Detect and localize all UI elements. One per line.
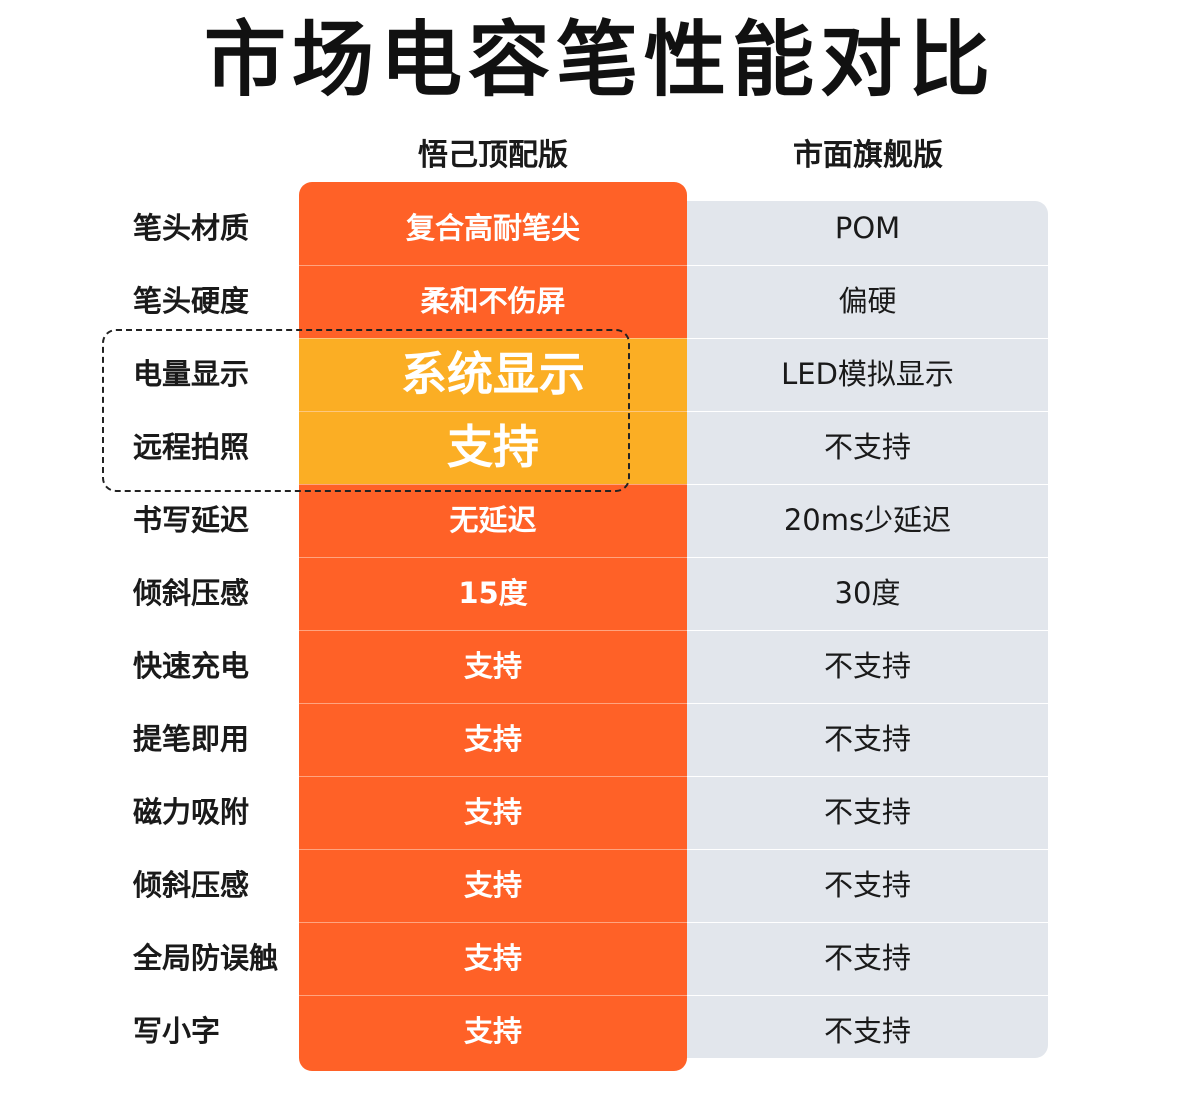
cell-ours-value: 复合高耐笔尖 bbox=[405, 211, 580, 245]
row-label: 倾斜压感 bbox=[133, 576, 250, 610]
cell-market-value: 不支持 bbox=[823, 430, 911, 464]
row-label: 快速充电 bbox=[133, 649, 250, 683]
cell-market-value: LED模拟显示 bbox=[781, 357, 954, 391]
table-row: 快速充电 支持 不支持 bbox=[0, 630, 1200, 703]
row-label: 写小字 bbox=[133, 1014, 221, 1048]
row-divider bbox=[299, 776, 687, 777]
row-divider bbox=[687, 411, 1048, 412]
row-divider bbox=[687, 338, 1048, 339]
row-divider bbox=[687, 922, 1048, 923]
cell-ours-value: 系统显示 bbox=[299, 338, 687, 411]
row-label: 笔头硬度 bbox=[133, 284, 250, 318]
row-divider bbox=[687, 557, 1048, 558]
row-label: 全局防误触 bbox=[133, 941, 279, 975]
cell-market-value: 不支持 bbox=[823, 1014, 911, 1048]
cell-market-value: POM bbox=[834, 211, 901, 245]
cell-ours-value: 支持 bbox=[463, 1014, 522, 1048]
table-row: 写小字 支持 不支持 bbox=[0, 995, 1200, 1068]
row-label: 书写延迟 bbox=[133, 503, 250, 537]
cell-market-value: 偏硬 bbox=[838, 284, 897, 318]
cell-ours-value: 支持 bbox=[463, 868, 522, 902]
table-row: 提笔即用 支持 不支持 bbox=[0, 703, 1200, 776]
row-divider bbox=[299, 411, 687, 412]
row-divider bbox=[299, 265, 687, 266]
cell-ours-value: 支持 bbox=[463, 722, 522, 756]
cell-ours-value: 支持 bbox=[463, 795, 522, 829]
cell-market-value: 20ms少延迟 bbox=[783, 503, 952, 537]
cell-ours-value: 支持 bbox=[463, 649, 522, 683]
table-row: 倾斜压感 15度 30度 bbox=[0, 557, 1200, 630]
row-divider bbox=[687, 265, 1048, 266]
row-divider bbox=[299, 630, 687, 631]
table-row: 电量显示 系统显示 LED模拟显示 bbox=[0, 338, 1200, 411]
table-row: 远程拍照 支持 不支持 bbox=[0, 411, 1200, 484]
table-row: 笔头材质 复合高耐笔尖 POM bbox=[0, 192, 1200, 265]
row-divider bbox=[299, 703, 687, 704]
row-divider bbox=[687, 776, 1048, 777]
cell-market-value: 不支持 bbox=[823, 868, 911, 902]
row-label: 磁力吸附 bbox=[133, 795, 250, 829]
cell-ours-value: 柔和不伤屏 bbox=[420, 284, 566, 318]
table-row: 磁力吸附 支持 不支持 bbox=[0, 776, 1200, 849]
table-row: 书写延迟 无延迟 20ms少延迟 bbox=[0, 484, 1200, 557]
table-row: 倾斜压感 支持 不支持 bbox=[0, 849, 1200, 922]
row-label: 电量显示 bbox=[133, 357, 250, 391]
cell-ours-value: 支持 bbox=[463, 941, 522, 975]
market-column-panel bbox=[687, 201, 1048, 1058]
row-divider bbox=[687, 484, 1048, 485]
table-row: 全局防误触 支持 不支持 bbox=[0, 922, 1200, 995]
row-divider bbox=[299, 338, 687, 339]
row-divider bbox=[299, 557, 687, 558]
row-label: 倾斜压感 bbox=[133, 868, 250, 902]
cell-market-value: 不支持 bbox=[823, 649, 911, 683]
row-divider bbox=[299, 484, 687, 485]
column-header-market: 市面旗舰版 bbox=[793, 138, 943, 173]
row-divider bbox=[687, 849, 1048, 850]
cell-market-value: 30度 bbox=[834, 576, 901, 610]
cell-ours-value: 无延迟 bbox=[449, 503, 537, 537]
row-label: 提笔即用 bbox=[133, 722, 250, 756]
column-header-ours: 悟己顶配版 bbox=[418, 138, 568, 173]
row-divider bbox=[687, 995, 1048, 996]
row-label: 笔头材质 bbox=[133, 211, 250, 245]
cell-market-value: 不支持 bbox=[823, 722, 911, 756]
row-divider bbox=[299, 995, 687, 996]
cell-ours-value: 支持 bbox=[299, 411, 687, 484]
row-divider bbox=[299, 849, 687, 850]
page-title: 市场电容笔性能对比 bbox=[203, 13, 996, 108]
table-row: 笔头硬度 柔和不伤屏 偏硬 bbox=[0, 265, 1200, 338]
row-label: 远程拍照 bbox=[133, 430, 250, 464]
row-divider bbox=[687, 630, 1048, 631]
row-divider bbox=[687, 703, 1048, 704]
cell-market-value: 不支持 bbox=[823, 795, 911, 829]
cell-market-value: 不支持 bbox=[823, 941, 911, 975]
cell-ours-value: 15度 bbox=[458, 576, 528, 610]
row-divider bbox=[299, 922, 687, 923]
